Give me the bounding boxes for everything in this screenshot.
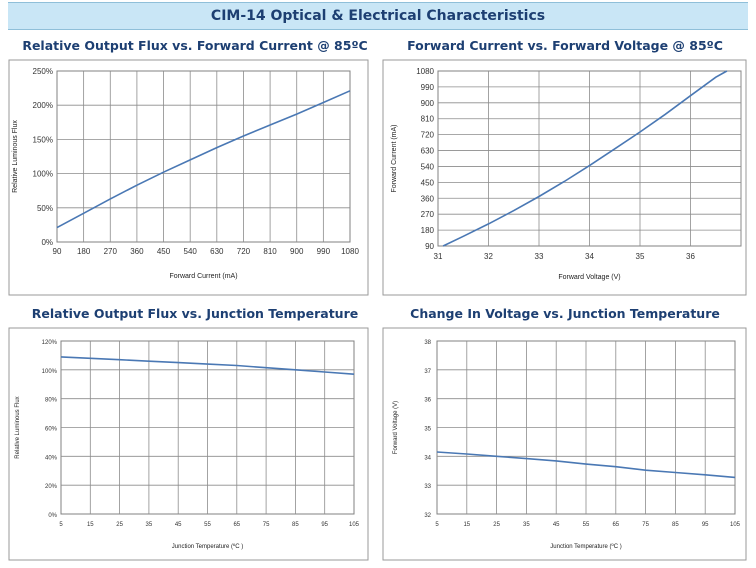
y-tick-label: 90 (425, 242, 434, 251)
x-tick-label: 32 (484, 252, 493, 261)
series-line (442, 70, 728, 247)
y-tick-label: 900 (421, 99, 435, 108)
y-tick-label: 180 (421, 226, 435, 235)
x-tick-label: 55 (204, 522, 211, 528)
y-tick-label: 60% (45, 427, 58, 433)
x-tick-label: 630 (210, 247, 224, 256)
x-tick-label: 810 (263, 247, 277, 256)
x-axis-label: Junction Temperature (ºC ) (550, 543, 621, 550)
y-tick-label: 360 (421, 194, 435, 203)
y-tick-label: 1080 (416, 67, 434, 76)
x-tick-label: 270 (104, 247, 118, 256)
series-line (436, 451, 736, 479)
x-tick-label: 720 (237, 247, 251, 256)
x-tick-label: 5 (435, 522, 439, 528)
chart-title: Change In Voltage vs. Junction Temperatu… (410, 306, 720, 321)
y-tick-label: 990 (421, 83, 435, 92)
y-tick-label: 450 (421, 178, 435, 187)
x-tick-label: 540 (184, 247, 198, 256)
x-tick-label: 360 (130, 247, 144, 256)
y-tick-label: 0% (48, 513, 57, 519)
x-tick-label: 65 (233, 522, 240, 528)
y-tick-label: 0% (41, 238, 53, 247)
plot-area (56, 70, 351, 243)
x-tick-label: 55 (583, 522, 590, 528)
x-tick-label: 180 (77, 247, 91, 256)
x-axis-label: Forward Current (mA) (169, 273, 237, 280)
y-tick-label: 37 (424, 369, 431, 375)
y-tick-label: 35 (424, 427, 431, 433)
y-tick-label: 270 (421, 210, 435, 219)
x-tick-label: 15 (463, 522, 470, 528)
x-tick-label: 25 (493, 522, 500, 528)
y-tick-label: 20% (45, 484, 58, 490)
x-tick-label: 75 (263, 522, 270, 528)
x-tick-label: 105 (349, 522, 360, 528)
y-axis-label: Forward Current (mA) (391, 124, 398, 192)
x-tick-label: 25 (116, 522, 123, 528)
x-tick-label: 1080 (341, 247, 359, 256)
x-tick-label: 90 (53, 247, 62, 256)
x-tick-label: 35 (636, 252, 645, 261)
y-tick-label: 630 (421, 147, 435, 156)
x-tick-label: 105 (730, 522, 741, 528)
x-tick-label: 450 (157, 247, 171, 256)
x-tick-label: 35 (523, 522, 530, 528)
x-axis-label: Junction Temperature (ºC ) (172, 543, 243, 550)
y-tick-label: 200% (33, 101, 53, 110)
y-tick-label: 40% (45, 455, 58, 461)
x-tick-label: 35 (146, 522, 153, 528)
y-tick-label: 33 (424, 484, 431, 490)
chart-title: Forward Current vs. Forward Voltage @ 85… (407, 38, 723, 53)
y-tick-label: 250% (33, 67, 53, 76)
y-axis-label: Relative Luminous Flux (15, 396, 21, 458)
x-tick-label: 31 (434, 252, 443, 261)
y-axis-label: Relative Luminous Flux (12, 120, 19, 193)
x-tick-label: 85 (672, 522, 679, 528)
y-tick-label: 50% (37, 204, 53, 213)
y-tick-label: 810 (421, 115, 435, 124)
chart-title: Relative Output Flux vs. Forward Current… (22, 38, 368, 53)
x-tick-label: 15 (87, 522, 94, 528)
x-tick-label: 990 (317, 247, 331, 256)
x-tick-label: 34 (585, 252, 594, 261)
y-tick-label: 32 (424, 513, 431, 519)
y-tick-label: 34 (424, 455, 431, 461)
y-tick-label: 100% (42, 369, 58, 375)
y-tick-label: 38 (424, 340, 431, 346)
x-tick-label: 65 (612, 522, 619, 528)
x-tick-label: 36 (686, 252, 695, 261)
x-tick-label: 95 (321, 522, 328, 528)
y-tick-label: 100% (33, 170, 53, 179)
x-tick-label: 75 (642, 522, 649, 528)
page-title: CIM-14 Optical & Electrical Characterist… (210, 8, 546, 24)
x-tick-label: 5 (59, 522, 63, 528)
x-axis-label: Forward Voltage (V) (558, 274, 620, 281)
y-tick-label: 720 (421, 131, 435, 140)
y-axis-label: Forward Voltage (V) (393, 401, 399, 454)
y-tick-label: 540 (421, 162, 435, 171)
x-tick-label: 45 (175, 522, 182, 528)
y-tick-label: 150% (33, 135, 53, 144)
x-tick-label: 95 (702, 522, 709, 528)
y-tick-label: 80% (45, 398, 58, 404)
series-line (60, 356, 355, 375)
x-tick-label: 45 (553, 522, 560, 528)
x-tick-label: 85 (292, 522, 299, 528)
chart-title: Relative Output Flux vs. Junction Temper… (31, 306, 359, 321)
x-tick-label: 900 (290, 247, 304, 256)
y-tick-label: 120% (42, 340, 58, 346)
x-tick-label: 33 (535, 252, 544, 261)
page-title-banner: CIM-14 Optical & Electrical Characterist… (8, 2, 748, 30)
series-line (56, 90, 351, 229)
y-tick-label: 36 (424, 398, 431, 404)
